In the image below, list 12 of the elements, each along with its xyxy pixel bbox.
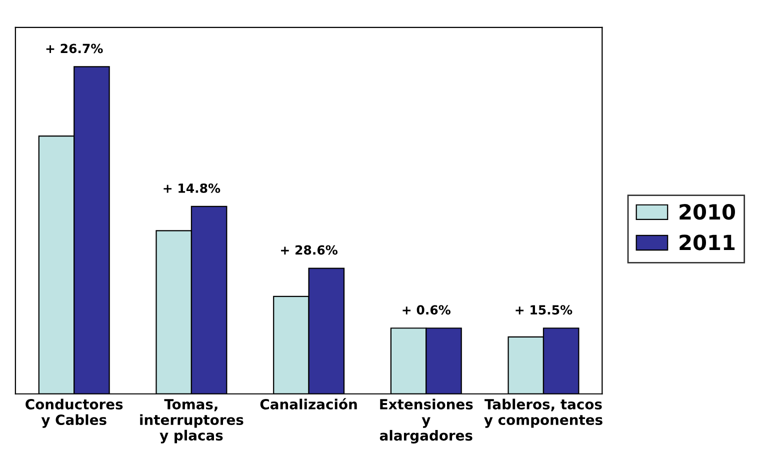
x-tick-label: Conductores y Cables — [26, 398, 123, 428]
x-tick-label: Extensiones y alargadores — [380, 398, 473, 444]
annotation: + 28.6% — [281, 245, 338, 255]
x-tick-label: Tomas, interruptores y placas — [140, 399, 244, 444]
annotation: + 0.6% — [402, 305, 450, 315]
legend-label: 2010 — [680, 204, 736, 220]
x-tick-label: Canalización — [260, 398, 357, 410]
x-tick-label: Tableros, tacos y componentes — [484, 398, 602, 428]
annotation: + 14.8% — [164, 183, 220, 193]
legend-label: 2011 — [680, 234, 735, 250]
annotation: + 26.7% — [46, 44, 103, 54]
annotation: + 15.5% — [516, 305, 572, 315]
